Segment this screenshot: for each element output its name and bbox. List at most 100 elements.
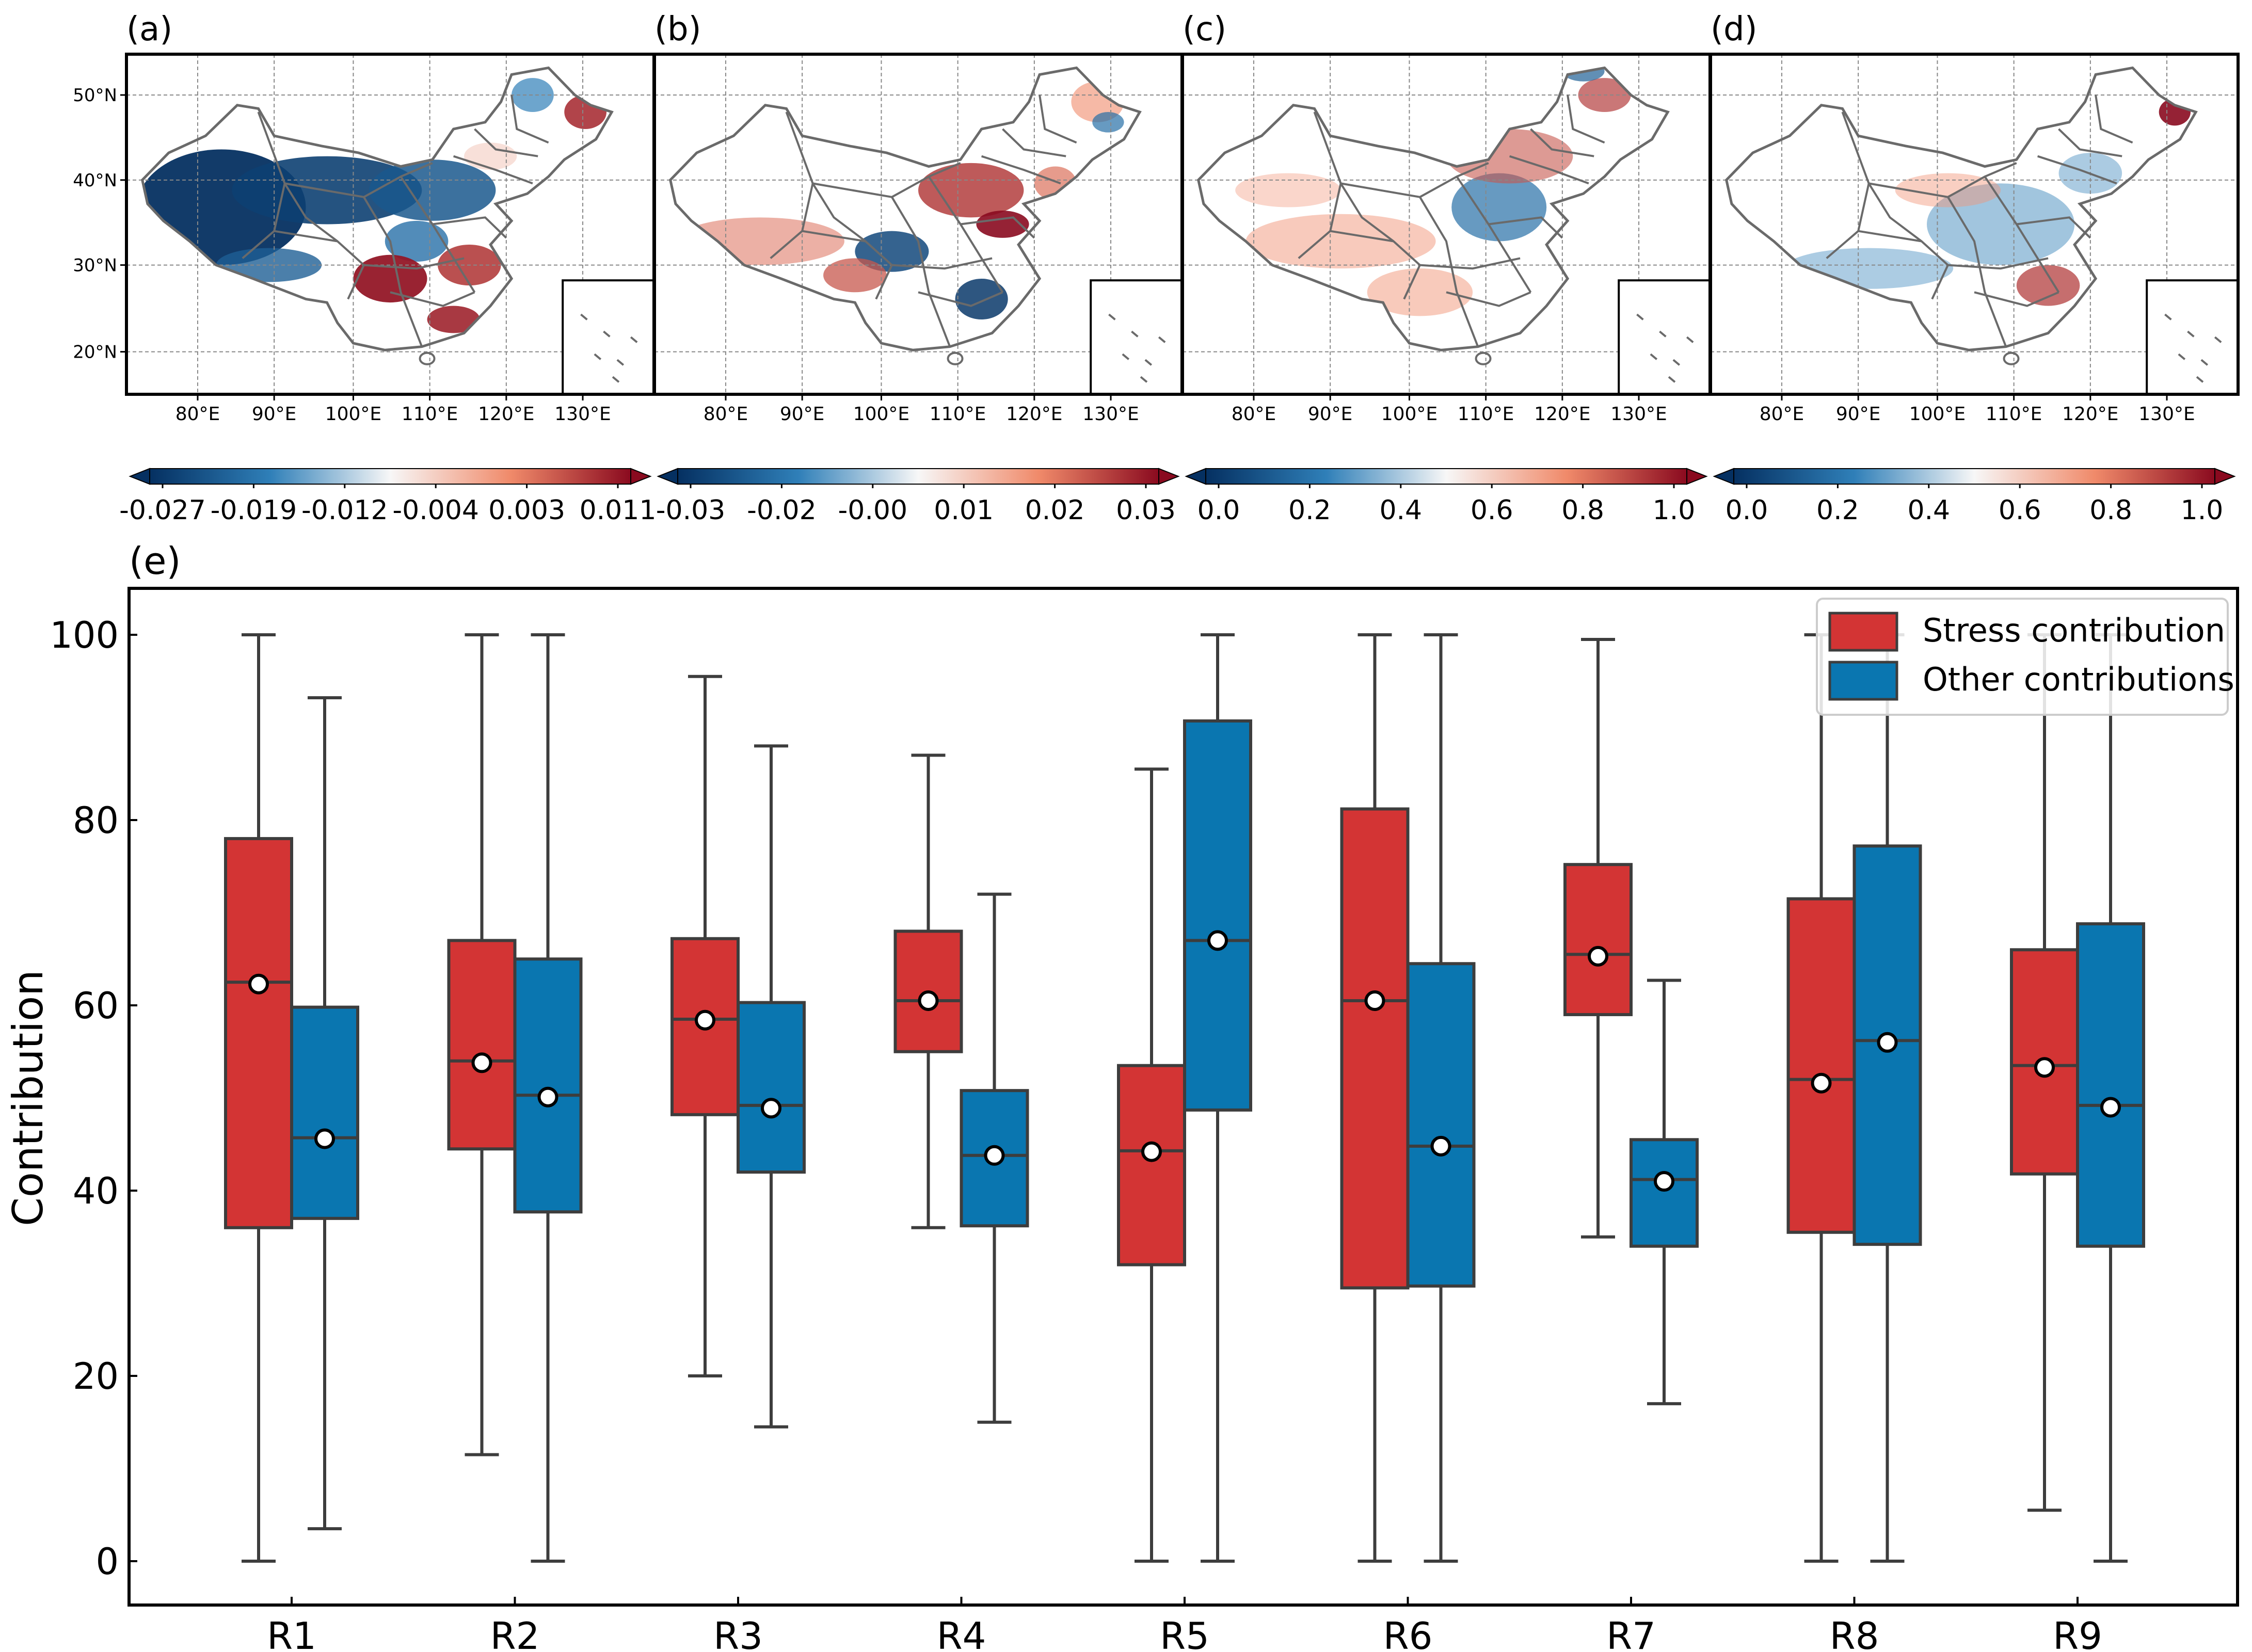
mean-marker: [918, 990, 939, 1012]
inset-island-dash: [1650, 353, 1658, 360]
box-R8: [1786, 633, 1856, 1563]
colorbar: 0.0 0.2 0.4 0.6 0.8 1.0: [1713, 468, 2236, 526]
province-border: [363, 257, 465, 270]
colorbar-tick-label: 0.2: [1288, 495, 1331, 526]
map-panel: (b)80°E 90°E 100°E 110°E 120°E 130°E-0.03 -0.0…: [653, 10, 1184, 526]
box-R3: [670, 675, 740, 1377]
x-tick-label: R4: [937, 1614, 986, 1652]
colorbar-extend-high: [1158, 468, 1180, 485]
province-border: [1509, 155, 1589, 185]
iqr-box: [447, 939, 517, 1151]
stress-contribution-series: [224, 633, 2079, 1563]
map-data-region: [1235, 173, 1341, 207]
inset-island-dash: [1686, 336, 1694, 343]
map-panel: (d) 80°E 90°E 100°E 110°E 120°E 130°E 0.0 0.2 0.4…: [1709, 10, 2240, 526]
box-R9: [2010, 633, 2079, 1512]
province-border: [1419, 257, 1521, 270]
province-border: [812, 162, 961, 198]
province-border: [474, 128, 538, 157]
x-tick-label: R2: [490, 1614, 540, 1652]
province-border: [242, 111, 286, 259]
province-border: [453, 155, 533, 185]
province-border: [2016, 216, 2091, 239]
x-tick-label: R5: [1160, 1614, 1209, 1652]
iqr-box: [960, 1089, 1029, 1228]
lon-tick-label: 90°E: [780, 404, 825, 425]
lon-tick-label: 80°E: [1760, 404, 1804, 425]
panel-label: (d): [1711, 10, 1758, 49]
map-data-region: [1927, 183, 2075, 265]
map-panel: (a) 50°N 40°N 30°N 20°N 80°E 90°E 100°E 110°E 120…: [73, 10, 656, 526]
colorbar-tick-label: 0.6: [1999, 495, 2041, 526]
mean-marker: [1588, 945, 1608, 967]
colorbar-tick-label: 0.8: [2089, 495, 2132, 526]
china-border: [140, 66, 614, 351]
panel-label: (b): [654, 10, 701, 49]
province-border: [1947, 257, 2049, 270]
inset-island-dash: [616, 359, 625, 366]
mean-marker: [761, 1098, 781, 1119]
province-border: [274, 230, 365, 300]
map-data-region: [1367, 268, 1473, 316]
mean-marker: [1430, 1135, 1451, 1157]
province-border: [960, 216, 1035, 239]
inset-island-dash: [580, 313, 588, 320]
colorbar-tick-label: 0.2: [1816, 495, 1859, 526]
province-border: [1456, 176, 1532, 293]
colorbar-tick-label: 0.03: [1116, 495, 1176, 526]
province-border: [1858, 230, 1950, 300]
province-border: [1868, 162, 2017, 198]
lon-tick-label: 110°E: [930, 404, 986, 425]
box-R6: [1406, 633, 1476, 1563]
china-border: [1196, 66, 1670, 351]
map-data-region: [2159, 98, 2191, 126]
hainan-island: [1475, 351, 1492, 365]
map-data-region: [427, 306, 480, 333]
colorbar-tick-label: 1.0: [2181, 495, 2224, 526]
map-data-field: [1235, 68, 1631, 316]
legend: Stress contribution Other contributions: [1816, 598, 2234, 716]
map-data-region: [353, 254, 427, 303]
map-data-region: [976, 211, 1029, 238]
x-tick-label: R3: [713, 1614, 763, 1652]
colorbar-extend-low: [129, 468, 150, 485]
inset-island-dash: [603, 330, 611, 338]
mean-marker: [2100, 1097, 2121, 1118]
hainan-island: [947, 351, 964, 365]
map-data-region: [385, 220, 449, 262]
iqr-box: [1563, 863, 1633, 1016]
y-tick-label: 0: [95, 1541, 119, 1583]
lon-tick-label: 130°E: [1082, 404, 1139, 425]
map-panels: (a) 50°N 40°N 30°N 20°N 80°E 90°E 100°E 110°E 120…: [73, 10, 2240, 526]
x-tick-label: R8: [1830, 1614, 1879, 1652]
province-border: [1339, 183, 1395, 243]
map-gridlines: [1183, 54, 1710, 394]
box-R6: [1340, 633, 1410, 1563]
mean-marker: [1207, 930, 1228, 951]
colorbar-gradient-bar: [1205, 468, 1687, 485]
lon-tick-label: 100°E: [1909, 404, 1966, 425]
lon-tick-label: 120°E: [1006, 404, 1062, 425]
map-panel: (c) 80°E 90°E 100°E 110°E 120°E 130°E 0.0 0.2 0.4…: [1181, 10, 1712, 526]
lat-tick-label: 40°N: [73, 170, 117, 191]
lon-tick-label: 100°E: [853, 404, 909, 425]
colorbar-extend-high: [1686, 468, 1708, 485]
x-tick-label: R9: [2053, 1614, 2102, 1652]
lat-tick-label: 20°N: [73, 342, 117, 363]
lat-tick-label: 30°N: [73, 255, 117, 276]
iqr-box: [1183, 719, 1252, 1112]
south-china-sea-inset: [562, 279, 655, 395]
legend-swatch-other: [1828, 661, 1898, 701]
iqr-box: [1117, 1064, 1186, 1266]
colorbar-tick-label: -0.012: [301, 495, 388, 526]
mean-marker: [1811, 1072, 1832, 1094]
province-border: [1826, 111, 1870, 259]
province-border: [432, 216, 507, 239]
inset-island-dash: [630, 336, 638, 343]
map-data-region: [1451, 173, 1547, 242]
inset-island-dash: [1672, 359, 1681, 366]
inset-island-dash: [1668, 376, 1676, 383]
inset-island-dash: [1158, 336, 1166, 343]
inset-island-dash: [1659, 330, 1667, 338]
